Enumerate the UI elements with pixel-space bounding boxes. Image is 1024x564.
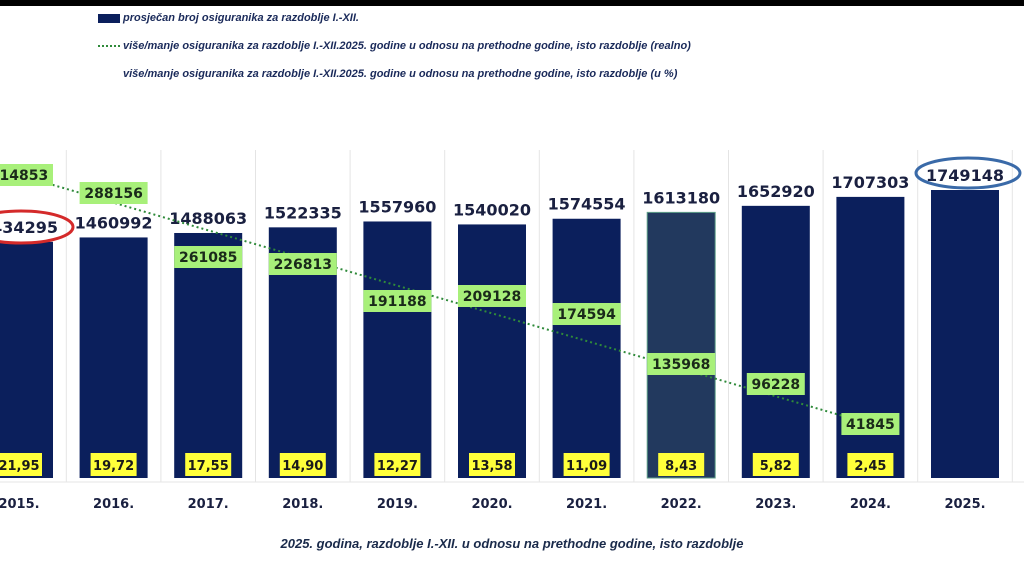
difference-label: 209128 (463, 289, 521, 305)
bar-value-label: 1557960 (358, 197, 436, 216)
highlight-ellipse-2015 (0, 209, 75, 245)
bar-2015 (0, 241, 53, 478)
x-tick-label: 2025. (944, 497, 985, 512)
x-tick-label: 2022. (661, 497, 702, 512)
bar-value-label: 1574554 (548, 195, 626, 214)
x-tick-label: 2015. (0, 497, 40, 512)
percent-label: 8,43 (665, 459, 697, 474)
legend-label-percent: više/manje osiguranika za razdoblje I.-X… (123, 68, 678, 80)
difference-label-bg (79, 182, 148, 204)
bar-2017 (174, 232, 243, 478)
difference-label-bg (552, 303, 621, 325)
legend-item-percent: više/manje osiguranika za razdoblje I.-X… (98, 68, 677, 80)
difference-label-bg (647, 353, 716, 375)
difference-label: 261085 (179, 250, 237, 266)
percent-label-bg (658, 453, 705, 476)
percent-label: 5,82 (760, 459, 792, 474)
percent-label-bg (185, 453, 232, 476)
bar-value-label: 1522335 (264, 203, 342, 222)
legend-label-bars: prosječan broj osiguranika za razdoblje … (123, 12, 359, 24)
percent-label: 2,45 (854, 459, 886, 474)
difference-label-bg (841, 413, 900, 435)
bar-value-label: 1540020 (453, 200, 531, 219)
x-tick-label: 2017. (188, 497, 229, 512)
difference-label: 191188 (368, 294, 426, 310)
percent-label: 11,09 (566, 459, 607, 474)
difference-label-bg (268, 253, 337, 275)
percent-label-bg (90, 453, 137, 476)
highlight-ellipse-2025 (914, 156, 1022, 190)
legend-swatch-line (98, 45, 120, 48)
legend-item-line: više/manje osiguranika za razdoblje I.-X… (98, 40, 691, 52)
percent-label: 21,95 (0, 459, 40, 474)
percent-label: 17,55 (188, 459, 229, 474)
bar-value-label: 1749148 (926, 166, 1004, 185)
percent-label: 12,27 (377, 459, 418, 474)
difference-label: 96228 (751, 377, 800, 393)
bar-2024 (836, 196, 905, 479)
percent-label: 14,90 (282, 459, 323, 474)
x-tick-label: 2023. (755, 497, 796, 512)
top-black-strip (0, 0, 1024, 6)
bar-value-label: 1652920 (737, 182, 815, 201)
chart-footnote: 2025. godina, razdoblje I.-XII. u odnosu… (280, 536, 744, 551)
x-tick-label: 2018. (282, 497, 323, 512)
bar-2025 (931, 190, 999, 478)
bar-value-label: 1460992 (75, 213, 153, 232)
bar-value-label: 1434295 (0, 218, 58, 237)
difference-label: 314853 (0, 168, 48, 184)
difference-label: 226813 (274, 257, 332, 273)
x-tick-label: 2020. (471, 497, 512, 512)
percent-label-bg (847, 453, 894, 476)
difference-label-bg (0, 164, 53, 186)
bar-2020 (458, 224, 526, 478)
bar-2022 (646, 211, 716, 479)
x-tick-label: 2019. (377, 497, 418, 512)
percent-label-bg (374, 453, 421, 476)
bar-value-label: 1613180 (642, 188, 720, 207)
difference-label-bg (458, 285, 526, 307)
bar-value-label: 1488063 (169, 209, 247, 228)
legend-label-line: više/manje osiguranika za razdoblje I.-X… (123, 40, 691, 52)
percent-label-bg (0, 453, 42, 476)
difference-label: 288156 (84, 186, 142, 202)
percent-label-bg (752, 453, 799, 476)
legend-item-bars: prosječan broj osiguranika za razdoblje … (98, 12, 359, 24)
percent-label-bg (469, 453, 515, 476)
difference-label: 135968 (652, 357, 710, 373)
difference-label-bg (746, 373, 805, 395)
bar-2016 (79, 237, 148, 478)
percent-label: 19,72 (93, 459, 134, 474)
difference-label-bg (174, 246, 243, 268)
difference-label-bg (363, 290, 432, 312)
difference-label: 41845 (846, 417, 895, 433)
percent-label: 13,58 (471, 459, 512, 474)
bar-2019 (363, 221, 432, 478)
bar-value-label: 1707303 (831, 173, 909, 192)
difference-label: 174594 (557, 307, 616, 323)
percent-label-bg (279, 453, 326, 476)
percent-label-bg (563, 453, 610, 476)
legend-swatch-bars (98, 13, 120, 23)
x-tick-label: 2016. (93, 497, 134, 512)
x-tick-label: 2021. (566, 497, 607, 512)
bar-2023 (741, 205, 810, 478)
x-tick-label: 2024. (850, 497, 891, 512)
